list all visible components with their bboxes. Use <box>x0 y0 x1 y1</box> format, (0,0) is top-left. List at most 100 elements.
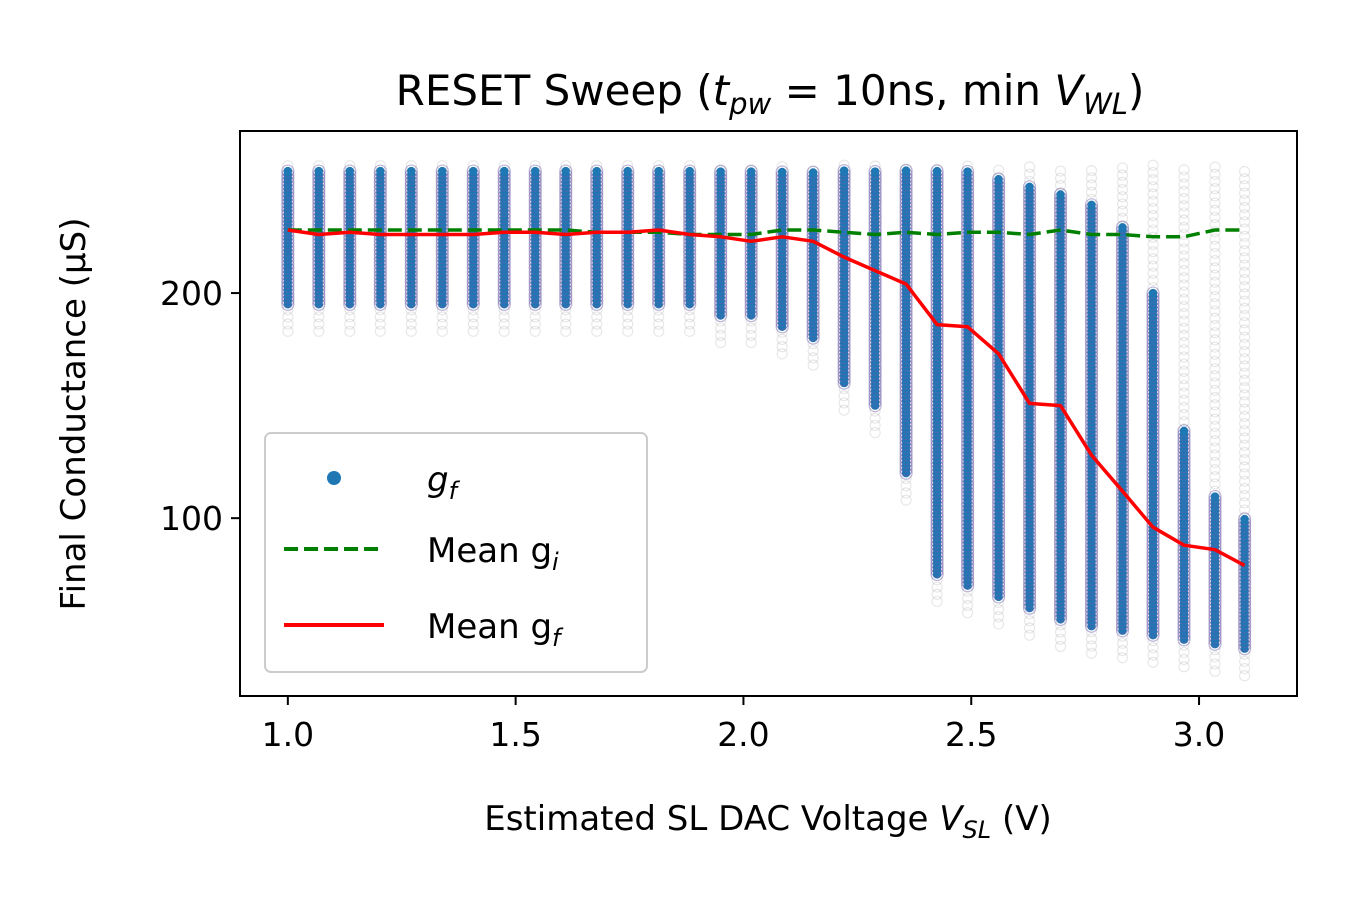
faint-sample-point <box>715 322 727 334</box>
faint-sample-point <box>1209 298 1221 310</box>
faint-sample-point <box>498 318 510 330</box>
faint-sample-point <box>1116 169 1129 181</box>
faint-sample-point <box>1178 185 1190 197</box>
gf-point-outline <box>806 165 820 180</box>
faint-sample-point <box>1085 640 1098 652</box>
faint-sample-point <box>1239 396 1251 408</box>
faint-sample-point <box>961 607 974 619</box>
faint-sample-point <box>1178 373 1190 385</box>
faint-sample-point <box>1209 183 1221 195</box>
faint-sample-point <box>560 318 572 330</box>
faint-sample-point <box>591 325 603 337</box>
faint-sample-point <box>1209 255 1221 267</box>
gf-point <box>685 166 694 176</box>
faint-sample-point <box>1147 260 1159 272</box>
faint-sample-point <box>931 581 943 593</box>
faint-sample-point <box>1054 172 1067 184</box>
faint-sample-point <box>931 588 943 600</box>
faint-sample-point <box>715 336 727 349</box>
faint-sample-point <box>1209 334 1221 346</box>
faint-sample-point <box>807 352 819 364</box>
faint-sample-point <box>313 318 325 330</box>
faint-sample-point <box>1239 201 1251 214</box>
faint-sample-point <box>1209 291 1221 303</box>
faint-sample-point <box>1085 633 1098 645</box>
title-t: t <box>713 66 731 115</box>
faint-sample-point <box>1209 651 1221 663</box>
faint-sample-point <box>1239 173 1251 185</box>
faint-sample-point <box>1209 161 1221 173</box>
faint-sample-point <box>1239 295 1251 307</box>
faint-sample-point <box>1239 259 1251 271</box>
gf-point-outline <box>497 164 511 178</box>
faint-sample-point <box>1209 283 1221 296</box>
faint-sample-point <box>1239 165 1251 178</box>
faint-sample-point <box>1239 382 1251 394</box>
gf-point <box>839 166 849 175</box>
faint-sample-point <box>961 599 974 612</box>
faint-sample-point <box>282 325 294 337</box>
faint-sample-point <box>1209 341 1221 353</box>
faint-sample-point <box>1054 626 1067 638</box>
faint-sample-point <box>745 322 757 334</box>
faint-sample-point <box>1085 172 1098 184</box>
faint-sample-point <box>1178 171 1190 183</box>
faint-sample-point <box>1116 176 1129 188</box>
faint-sample-point <box>1147 195 1159 207</box>
faint-sample-point <box>1239 367 1251 379</box>
faint-sample-point <box>869 427 881 439</box>
faint-sample-point <box>1209 435 1221 447</box>
faint-sample-point <box>1209 269 1221 281</box>
faint-sample-point <box>1209 363 1221 375</box>
faint-sample-point <box>436 325 448 337</box>
faint-sample-point <box>1116 183 1129 196</box>
gf-point <box>932 166 942 176</box>
faint-sample-point <box>560 311 572 323</box>
faint-sample-point <box>1178 293 1190 305</box>
faint-sample-point <box>1116 205 1129 217</box>
faint-sample-point <box>1209 168 1221 180</box>
faint-sample-point <box>838 397 850 409</box>
faint-sample-point <box>1239 317 1251 329</box>
gf-point-outline <box>652 164 666 178</box>
faint-sample-point <box>1085 165 1098 177</box>
faint-sample-point <box>1178 207 1190 219</box>
faint-sample-point <box>869 419 881 432</box>
faint-sample-point <box>1209 175 1221 188</box>
faint-sample-point <box>1178 409 1190 421</box>
faint-sample-point <box>1239 454 1251 466</box>
faint-sample-point <box>498 325 510 337</box>
faint-sample-point <box>560 325 572 337</box>
faint-sample-point <box>436 311 448 323</box>
faint-sample-point <box>807 359 819 371</box>
gf-point <box>1148 288 1158 298</box>
faint-sample-point <box>1209 370 1221 382</box>
faint-sample-point <box>1209 233 1221 245</box>
gf-point <box>345 166 355 176</box>
faint-sample-point <box>900 480 912 492</box>
faint-sample-point <box>1239 482 1251 495</box>
faint-sample-point <box>1116 162 1129 174</box>
faint-sample-point <box>1116 198 1129 210</box>
faint-sample-point <box>1239 360 1251 372</box>
faint-sample-point <box>1178 387 1190 399</box>
faint-sample-point <box>931 595 943 608</box>
faint-sample-point <box>807 345 819 357</box>
gf-point-outline <box>621 164 635 178</box>
faint-sample-point <box>992 611 1005 623</box>
faint-sample-point <box>1147 642 1159 654</box>
faint-sample-point <box>745 329 757 341</box>
faint-sample-point <box>1239 446 1251 459</box>
faint-sample-point <box>1147 238 1159 251</box>
faint-sample-point <box>1178 315 1190 327</box>
faint-sample-point <box>1239 461 1251 473</box>
faint-sample-point <box>1239 180 1251 192</box>
title-v-sub: WL <box>1083 87 1128 121</box>
faint-sample-point <box>1239 475 1251 487</box>
faint-sample-point <box>900 494 912 506</box>
faint-sample-point <box>1147 267 1159 279</box>
faint-sample-point <box>1147 649 1159 661</box>
faint-sample-point <box>776 333 788 346</box>
gf-point <box>561 166 570 176</box>
